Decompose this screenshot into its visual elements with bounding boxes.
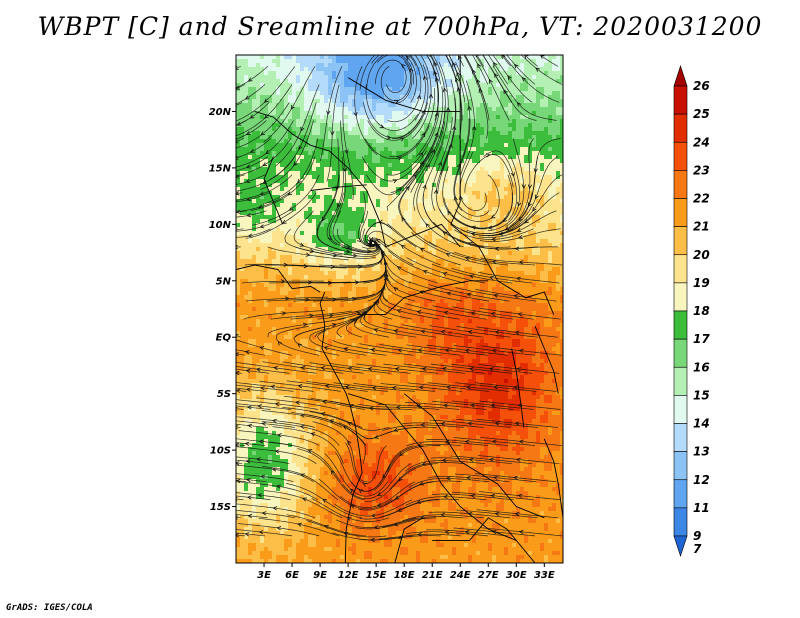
colorbar-label: 26 xyxy=(693,79,710,93)
country-borders xyxy=(236,55,563,563)
colorbar-swatch xyxy=(673,423,688,452)
map-frame xyxy=(235,54,564,564)
colorbar-label: 21 xyxy=(693,220,710,234)
colorbar-label: 12 xyxy=(693,473,710,487)
plot-title: WBPT [C] and Sreamline at 700hPa, VT: 20… xyxy=(37,12,763,41)
colorbar-swatch xyxy=(673,535,688,557)
lon-tick-label: 9E xyxy=(313,570,327,581)
wbpt-shaded-field xyxy=(236,55,563,563)
colorbar: 26 25 24 23 22 21 20 19 18 17 16 15 14 13 12 11 97 xyxy=(673,65,710,557)
colorbar-label: 17 xyxy=(693,332,710,346)
lat-tick-label: 10N xyxy=(209,220,232,231)
colorbar-swatch xyxy=(673,141,688,171)
colorbar-swatch xyxy=(673,198,688,227)
colorbar-label: 15 xyxy=(693,388,710,402)
colorbar-label: 9 xyxy=(693,529,701,543)
colorbar-label: 16 xyxy=(693,360,710,374)
colorbar-label: 11 xyxy=(693,501,710,515)
lon-tick-label: 33E xyxy=(534,570,555,581)
colorbar-swatch xyxy=(673,395,688,424)
colorbar-label: 14 xyxy=(693,417,710,431)
streamlines xyxy=(236,55,563,543)
colorbar-label: 13 xyxy=(693,445,710,459)
lon-tick-label: 27E xyxy=(478,570,499,581)
lat-tick-label: 15N xyxy=(209,163,232,174)
colorbar-swatch xyxy=(673,366,688,396)
grads-credit: GrADS: IGES/COLA xyxy=(6,603,93,613)
colorbar-swatch xyxy=(673,226,688,256)
lat-tick-label: 15S xyxy=(210,502,231,513)
colorbar-swatch xyxy=(673,85,688,115)
map-axes: 20N 15N 10N 5N EQ 5S 10S 15S 3E 6E 9E 12E 15E 18E 21E 2… xyxy=(209,107,555,581)
colorbar-label: 22 xyxy=(693,192,710,206)
colorbar-label: 20 xyxy=(693,248,710,262)
lon-tick-label: 18E xyxy=(394,570,415,581)
lat-tick-label: 5N xyxy=(216,276,232,287)
colorbar-label: 7 xyxy=(693,542,702,556)
colorbar-swatch xyxy=(673,479,688,509)
colorbar-label: 23 xyxy=(693,163,710,177)
lat-tick-label: 20N xyxy=(209,107,232,118)
colorbar-swatch xyxy=(673,113,688,143)
lat-tick-label: EQ xyxy=(216,333,232,344)
colorbar-swatch xyxy=(673,310,688,340)
lon-tick-label: 21E xyxy=(422,570,443,581)
lon-tick-label: 15E xyxy=(366,570,387,581)
colorbar-swatch xyxy=(673,507,688,537)
colorbar-label: 25 xyxy=(693,107,710,121)
lon-tick-label: 3E xyxy=(257,570,271,581)
colorbar-swatch xyxy=(673,338,688,368)
colorbar-label: 24 xyxy=(693,135,710,149)
lat-tick-label: 10S xyxy=(210,446,231,457)
lon-tick-label: 12E xyxy=(338,570,359,581)
colorbar-label: 18 xyxy=(693,304,710,318)
colorbar-swatch xyxy=(673,451,688,481)
colorbar-swatch xyxy=(673,170,688,199)
colorbar-swatch xyxy=(673,65,688,87)
colorbar-swatch xyxy=(673,254,688,284)
colorbar-swatch xyxy=(673,282,688,312)
colorbar-label: 19 xyxy=(693,276,710,290)
lon-tick-label: 6E xyxy=(285,570,299,581)
lon-tick-label: 30E xyxy=(506,570,527,581)
lon-tick-label: 24E xyxy=(450,570,471,581)
lat-tick-label: 5S xyxy=(217,389,231,400)
